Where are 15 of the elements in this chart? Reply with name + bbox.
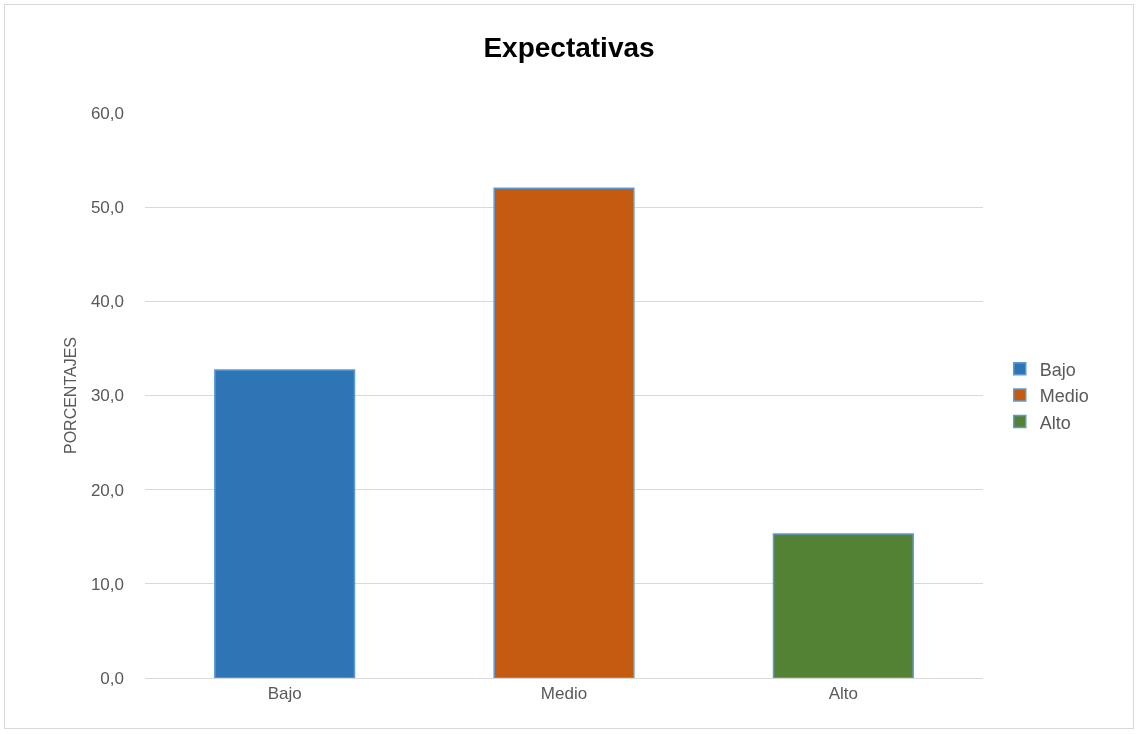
y-tick-label: 20,0 xyxy=(90,480,124,500)
y-tick-label: 0,0 xyxy=(100,668,124,688)
legend-label: Alto xyxy=(1039,412,1071,433)
legend-label: Bajo xyxy=(1039,359,1076,380)
y-tick-label: 30,0 xyxy=(90,386,124,406)
y-tick-label: 40,0 xyxy=(90,292,124,312)
y-axis-title: PORCENTAJES xyxy=(61,336,79,455)
legend-label: Medio xyxy=(1039,386,1089,407)
x-tick-label: Medio xyxy=(540,684,588,704)
y-tick-label: 50,0 xyxy=(90,198,124,218)
x-tick-label: Alto xyxy=(828,684,858,704)
chart-title: Expectativas xyxy=(483,32,655,64)
x-tick-label: Bajo xyxy=(267,684,302,704)
y-tick-label: 60,0 xyxy=(90,103,124,123)
y-tick-label: 10,0 xyxy=(90,574,124,594)
